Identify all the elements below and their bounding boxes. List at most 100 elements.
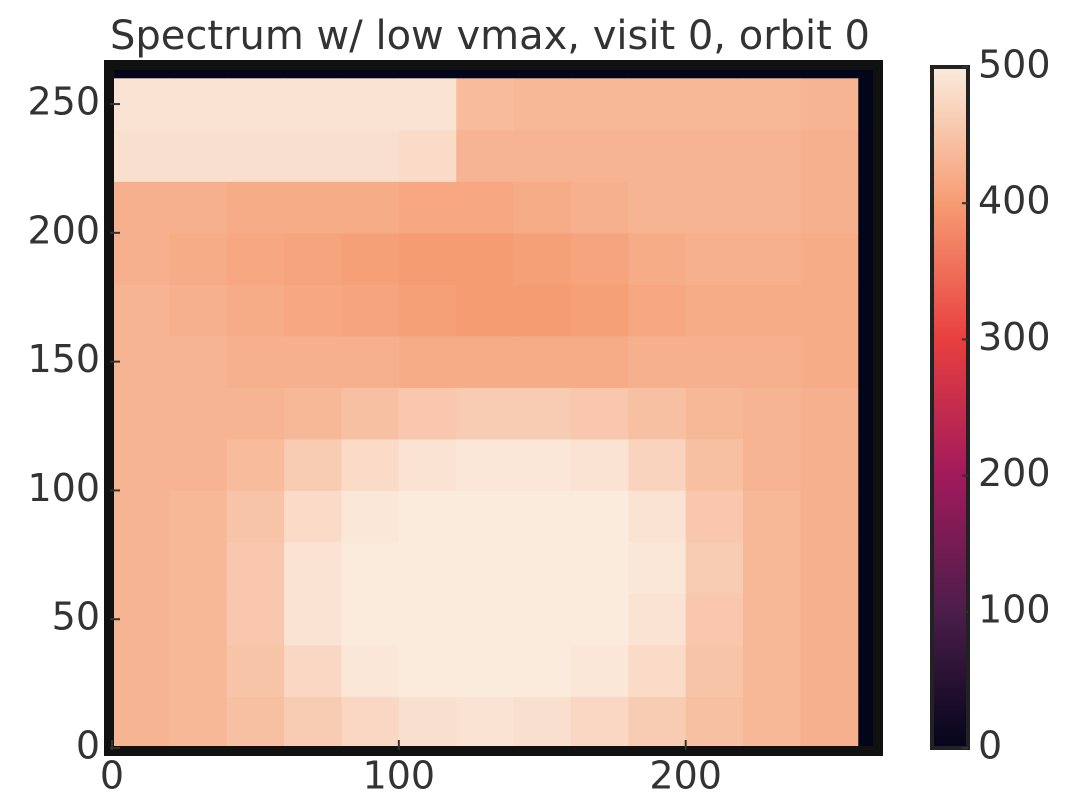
heatmap-cell: [169, 181, 228, 234]
heatmap-cell: [513, 181, 572, 234]
y-tick-label: 100: [27, 466, 100, 510]
heatmap-cell: [800, 387, 859, 440]
heatmap-cell: [226, 129, 285, 182]
heatmap-cell: [628, 593, 687, 646]
heatmap-cell: [284, 490, 342, 543]
heatmap-cell: [456, 284, 515, 337]
heatmap-cell: [513, 284, 572, 337]
heatmap-cell: [513, 593, 572, 646]
x-tick-label: 100: [363, 754, 436, 798]
heatmap-cell: [341, 696, 400, 749]
heatmap-cell: [570, 284, 629, 337]
heatmap-cell: [226, 78, 285, 131]
heatmap-cell: [284, 232, 342, 285]
heatmap-cell: [685, 644, 744, 697]
heatmap-cell: [685, 129, 744, 182]
heatmap-cell: [800, 541, 859, 594]
heatmap-cell: [112, 335, 170, 388]
heatmap-cell: [226, 644, 285, 697]
heatmap-cell: [398, 696, 457, 749]
heatmap-cell: [341, 129, 400, 182]
heatmap-cell: [226, 387, 285, 440]
heatmap-cell: [284, 284, 342, 337]
heatmap-cell: [226, 438, 285, 491]
heatmap-cell: [226, 541, 285, 594]
heatmap-cell: [570, 438, 629, 491]
heatmap-cell: [685, 78, 744, 131]
heatmap-cell: [398, 490, 457, 543]
heatmap-cell: [513, 335, 572, 388]
heatmap-cell: [169, 490, 228, 543]
heatmap-cell: [341, 593, 400, 646]
heatmap-cell: [341, 541, 400, 594]
heatmap-cell: [456, 387, 515, 440]
heatmap-cell: [800, 284, 859, 337]
heatmap-cell: [628, 129, 687, 182]
heatmap-cell: [398, 387, 457, 440]
heatmap-cell: [628, 284, 687, 337]
heatmap-cell: [226, 490, 285, 543]
heatmap-cell: [800, 644, 859, 697]
heatmap-cell: [685, 335, 744, 388]
heatmap-cell: [284, 129, 342, 182]
heatmap-cell: [284, 541, 342, 594]
colorbar-tick-label: 500: [978, 43, 1051, 87]
y-tick-label: 200: [27, 208, 100, 252]
heatmap-cell: [341, 387, 400, 440]
heatmap-cell: [169, 232, 228, 285]
heatmap-cell: [398, 593, 457, 646]
heatmap-cell: [226, 232, 285, 285]
heatmap-cell: [685, 387, 744, 440]
heatmap-cell: [112, 696, 170, 749]
heatmap-cell: [456, 438, 515, 491]
heatmap-cell: [341, 438, 400, 491]
heatmap-cell: [685, 284, 744, 337]
heatmap-cell: [456, 490, 515, 543]
heatmap-cell: [112, 78, 170, 131]
heatmap-cell: [743, 129, 801, 182]
heatmap-cell: [112, 593, 170, 646]
x-tick-label: 0: [100, 754, 124, 798]
heatmap-cell: [398, 284, 457, 337]
colorbar-tick-label: 300: [978, 315, 1051, 359]
heatmap-cell: [743, 593, 801, 646]
heatmap-cell: [570, 129, 629, 182]
heatmap-cell: [284, 696, 342, 749]
axes-frame: [104, 60, 883, 756]
heatmap-cell: [456, 181, 515, 234]
heatmap-cell: [398, 335, 457, 388]
y-tick-label: 0: [76, 724, 100, 768]
heatmap-cell: [685, 593, 744, 646]
heatmap-cell: [169, 644, 228, 697]
heatmap-cell: [341, 232, 400, 285]
heatmap-cell: [800, 593, 859, 646]
y-tick-label: 50: [52, 595, 100, 639]
heatmap-cell: [398, 438, 457, 491]
heatmap-cell: [169, 387, 228, 440]
heatmap-cell: [284, 644, 342, 697]
heatmap-cell: [570, 78, 629, 131]
heatmap-cell: [456, 593, 515, 646]
heatmap-cell: [284, 181, 342, 234]
heatmap-cell: [341, 284, 400, 337]
heatmap-cell: [284, 335, 342, 388]
heatmap-cell: [112, 490, 170, 543]
heatmap-cell: [743, 181, 801, 234]
colorbar-tick-label: 100: [978, 587, 1051, 631]
heatmap-cell: [800, 335, 859, 388]
heatmap-cell: [800, 78, 859, 131]
heatmap-cell: [685, 438, 744, 491]
heatmap-cell: [341, 181, 400, 234]
heatmap-cell: [398, 129, 457, 182]
heatmap-cell: [169, 541, 228, 594]
heatmap-cell: [398, 181, 457, 234]
heatmap-cell: [226, 593, 285, 646]
heatmap-cell: [284, 387, 342, 440]
heatmap-cell: [685, 541, 744, 594]
heatmap-cell: [456, 541, 515, 594]
heatmap-cell: [743, 232, 801, 285]
heatmap-cell: [226, 181, 285, 234]
heatmap-cell: [570, 644, 629, 697]
heatmap-cell: [398, 541, 457, 594]
heatmap-cell: [628, 387, 687, 440]
